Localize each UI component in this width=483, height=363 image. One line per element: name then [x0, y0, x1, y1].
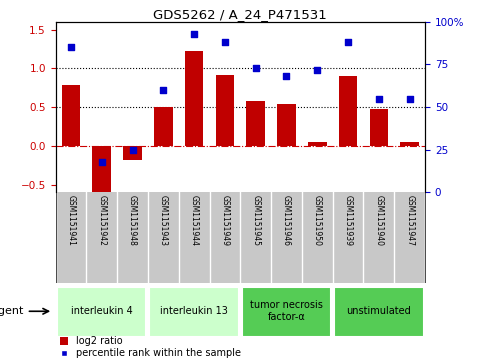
Text: GSM1151947: GSM1151947	[405, 195, 414, 246]
Text: GSM1151949: GSM1151949	[220, 195, 229, 246]
FancyBboxPatch shape	[149, 287, 239, 337]
Bar	[92, 146, 111, 194]
Bar	[123, 146, 142, 160]
Bar	[277, 104, 296, 146]
Text: GSM1151950: GSM1151950	[313, 195, 322, 246]
Bar	[308, 142, 327, 146]
Legend: log2 ratio, percentile rank within the sample: log2 ratio, percentile rank within the s…	[60, 336, 241, 358]
Point	[128, 147, 136, 152]
Text: agent: agent	[0, 306, 24, 316]
Point	[283, 73, 290, 79]
Text: interleukin 4: interleukin 4	[71, 306, 133, 316]
FancyBboxPatch shape	[242, 287, 331, 337]
Text: unstimulated: unstimulated	[346, 306, 411, 316]
Point	[159, 87, 167, 93]
Text: GSM1151945: GSM1151945	[251, 195, 260, 246]
Point	[252, 65, 259, 71]
Point	[375, 96, 383, 102]
Bar	[215, 74, 234, 146]
Bar	[185, 51, 203, 146]
Point	[98, 159, 106, 164]
Point	[190, 31, 198, 37]
Title: GDS5262 / A_24_P471531: GDS5262 / A_24_P471531	[154, 8, 327, 21]
Bar	[246, 101, 265, 146]
Text: tumor necrosis
factor-α: tumor necrosis factor-α	[250, 301, 323, 322]
Text: GSM1151939: GSM1151939	[343, 195, 353, 246]
Text: GSM1151946: GSM1151946	[282, 195, 291, 246]
Text: GSM1151942: GSM1151942	[97, 195, 106, 246]
Text: GSM1151940: GSM1151940	[374, 195, 384, 246]
Point	[313, 67, 321, 73]
Bar	[62, 85, 80, 146]
Bar	[154, 107, 172, 146]
Text: GSM1151948: GSM1151948	[128, 195, 137, 246]
Bar	[400, 142, 419, 146]
Point	[221, 39, 229, 45]
Bar	[339, 76, 357, 146]
FancyBboxPatch shape	[334, 287, 424, 337]
Point	[344, 39, 352, 45]
Text: GSM1151941: GSM1151941	[67, 195, 75, 246]
Text: interleukin 13: interleukin 13	[160, 306, 228, 316]
Bar	[369, 109, 388, 146]
Text: GSM1151943: GSM1151943	[159, 195, 168, 246]
Point	[406, 96, 413, 102]
Text: GSM1151944: GSM1151944	[190, 195, 199, 246]
Point	[67, 45, 75, 50]
FancyBboxPatch shape	[57, 287, 146, 337]
